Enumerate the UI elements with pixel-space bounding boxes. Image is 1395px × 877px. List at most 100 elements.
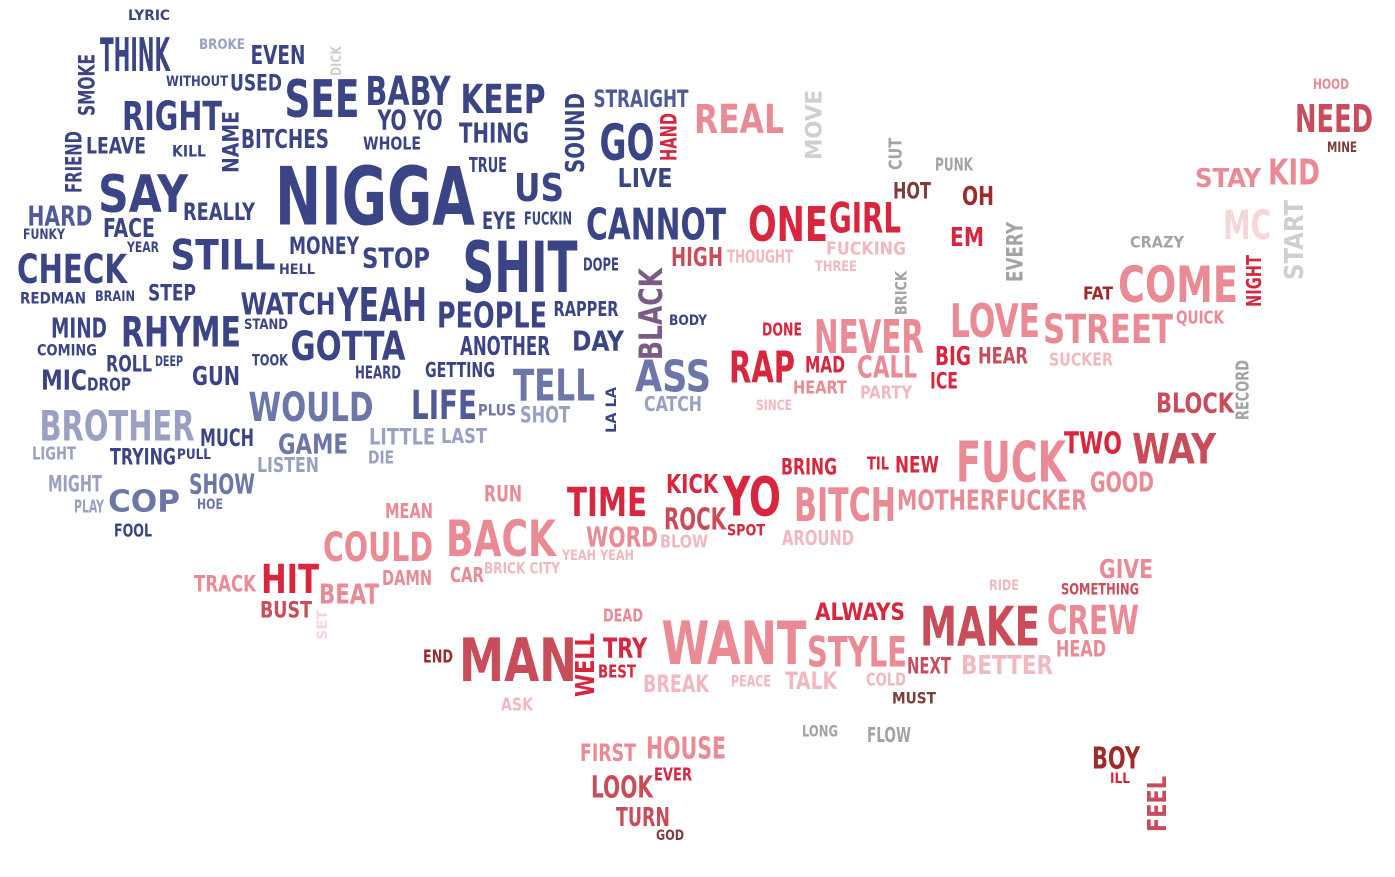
- word-funky: FUNKY: [23, 227, 66, 243]
- word-turn: TURN: [616, 803, 670, 833]
- word-stop: STOP: [362, 242, 430, 275]
- word-ride: RIDE: [989, 578, 1019, 594]
- word-redman: REDMAN: [20, 289, 86, 308]
- word-talk: TALK: [785, 667, 838, 695]
- word-god: GOD: [656, 828, 684, 844]
- word-want: WANT: [662, 609, 807, 679]
- word-always: ALWAYS: [815, 598, 905, 626]
- word-hell: HELL: [279, 262, 315, 278]
- word-next: NEXT: [907, 655, 951, 680]
- word-much: MUCH: [200, 424, 254, 452]
- word-make: MAKE: [920, 596, 1040, 659]
- word-say: SAY: [98, 165, 189, 225]
- word-stand: STAND: [244, 317, 288, 333]
- word-ill: ILL: [1110, 771, 1130, 787]
- word-one: ONE: [748, 197, 828, 253]
- word-hood: HOOD: [1313, 77, 1349, 93]
- word-blow: BLOW: [660, 532, 708, 553]
- word-go: GO: [600, 114, 655, 172]
- word-hit: HIT: [261, 557, 319, 603]
- word-dick: DICK: [329, 45, 345, 76]
- word-mc: MC: [1223, 203, 1271, 249]
- word-keep: KEEP: [461, 77, 546, 123]
- word-could: COULD: [323, 525, 433, 571]
- word-kid: KID: [1268, 153, 1320, 194]
- word-black: BLACK: [632, 267, 670, 360]
- word-listen: LISTEN: [257, 453, 319, 477]
- word-quick: QUICK: [1176, 308, 1225, 329]
- word-every: EVERY: [1004, 221, 1029, 282]
- word-bring: BRING: [781, 456, 837, 481]
- word-around: AROUND: [782, 526, 854, 550]
- word-light: LIGHT: [32, 444, 76, 465]
- word-right: RIGHT: [122, 94, 222, 140]
- word-cut: CUT: [886, 138, 907, 170]
- word-call: CALL: [857, 351, 917, 386]
- word-shot: SHOT: [520, 404, 570, 429]
- word-fuckin: FUCKIN: [524, 209, 572, 230]
- word-mic: MIC: [41, 364, 87, 397]
- word-boy: BOY: [1092, 742, 1140, 777]
- word-time: TIME: [567, 480, 647, 526]
- word-yeah-yeah: YEAH YEAH: [561, 548, 634, 564]
- word-thing: THING: [459, 117, 529, 150]
- word-big: BIG: [935, 342, 971, 372]
- word-oh: OH: [962, 182, 994, 212]
- word-fool: FOOL: [114, 521, 152, 542]
- word-brain: BRAIN: [95, 289, 135, 305]
- word-bitch: BITCH: [794, 478, 896, 532]
- word-fucking: FUCKING: [826, 239, 906, 260]
- word-high: HIGH: [671, 243, 723, 273]
- word-since: SINCE: [756, 398, 792, 414]
- word-drop: DROP: [87, 375, 131, 396]
- word-shit: SHIT: [463, 227, 578, 309]
- word-man: MAN: [459, 626, 577, 696]
- word-block: BLOCK: [1156, 387, 1235, 420]
- word-face: FACE: [103, 214, 155, 244]
- word-record: RECORD: [1233, 360, 1254, 420]
- word-really: REALLY: [183, 198, 255, 226]
- word-hoe: HOE: [197, 497, 223, 513]
- word-check: CHECK: [17, 247, 128, 293]
- word-cannot: CANNOT: [586, 200, 726, 251]
- word-dope: DOPE: [583, 255, 619, 276]
- word-bitches: BITCHES: [241, 125, 329, 155]
- word-house: HOUSE: [646, 732, 726, 767]
- word-head: HEAD: [1056, 638, 1106, 663]
- word-day: DAY: [572, 325, 625, 358]
- word-straight: STRAIGHT: [594, 85, 689, 113]
- word-fuck: FUCK: [956, 431, 1067, 496]
- word-brick: BRICK: [892, 270, 911, 315]
- word-roll: ROLL: [106, 353, 152, 378]
- word-baby: BABY: [366, 69, 452, 115]
- word-true: TRUE: [469, 153, 507, 177]
- word-took: TOOK: [252, 351, 289, 370]
- word-heard: HEARD: [355, 363, 401, 384]
- word-ass: ASS: [635, 352, 711, 403]
- word-punk: PUNK: [935, 155, 974, 176]
- word-come: COME: [1118, 256, 1238, 314]
- word-back: BACK: [446, 510, 558, 568]
- word-die: DIE: [368, 448, 394, 469]
- word-step: STEP: [148, 282, 196, 307]
- word-name: NAME: [220, 111, 245, 173]
- word-might: MIGHT: [48, 473, 102, 498]
- word-long: LONG: [802, 722, 838, 741]
- word-word: WORD: [586, 521, 658, 554]
- word-damn: DAMN: [382, 566, 432, 590]
- word-night: NIGHT: [1242, 254, 1266, 307]
- word-mine: MINE: [1327, 140, 1357, 156]
- word-deep: DEEP: [155, 354, 183, 370]
- word-yeah: YEAH: [336, 278, 427, 332]
- word-plus: PLUS: [478, 401, 516, 420]
- word-mean: MEAN: [385, 499, 433, 523]
- word-ice: ICE: [930, 370, 958, 395]
- word-eye: EYE: [482, 207, 516, 235]
- word-game: GAME: [278, 428, 348, 461]
- word-ever: EVER: [654, 765, 692, 786]
- word-us: US: [514, 166, 564, 210]
- word-la-la: LA LA: [604, 387, 620, 433]
- word-stay: STAY: [1195, 164, 1262, 194]
- word-hot: HOT: [893, 180, 931, 205]
- word-sound: SOUND: [561, 93, 591, 173]
